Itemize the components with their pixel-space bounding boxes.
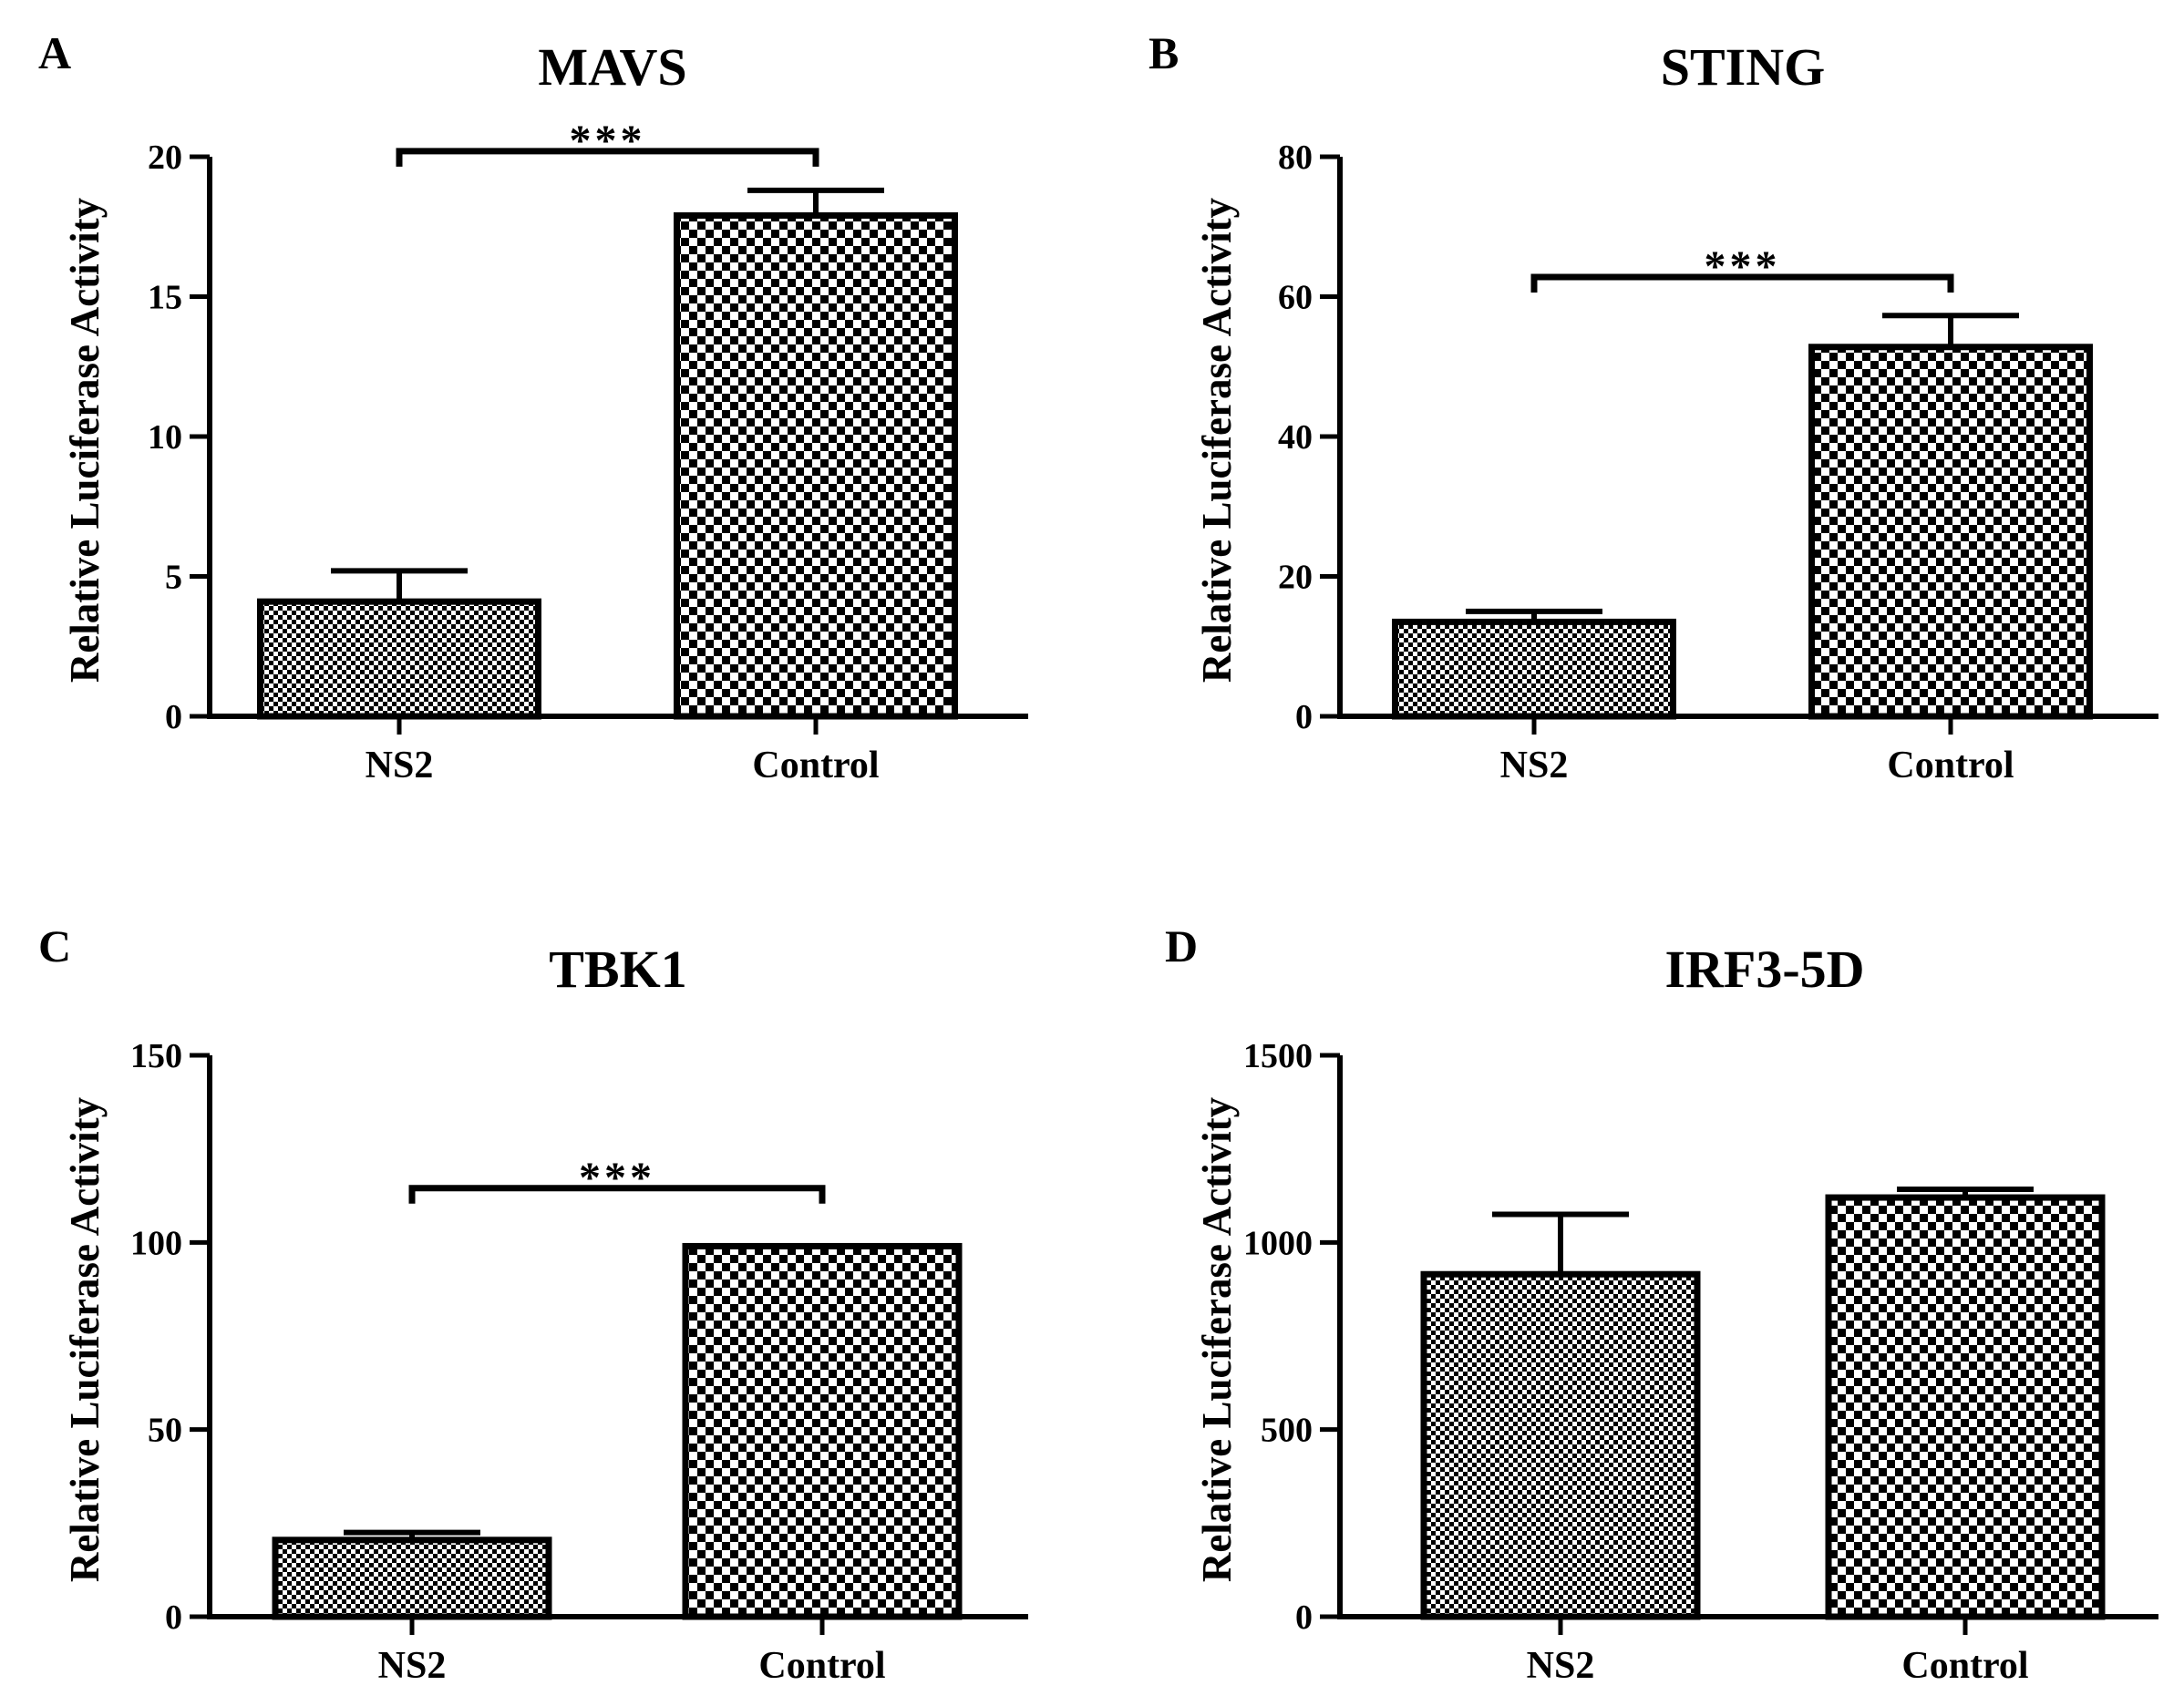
- y-tick-label: 0: [165, 698, 182, 736]
- x-tick-label: Control: [752, 745, 879, 786]
- y-axis-label: Relative Luciferase Activity: [62, 197, 108, 683]
- plot-area: 0 500 1000 1500 NS2 Control: [1243, 1037, 2158, 1687]
- plot-area: 0 5 10 15 20 NS2 Control ***: [148, 117, 1028, 786]
- bar: [1825, 1194, 2106, 1620]
- significance-bracket: [1530, 273, 1954, 293]
- panel-letter: D: [1165, 920, 1198, 971]
- bar: [257, 598, 541, 720]
- plot-area: 0 20 40 60 80 NS2 Control ***: [1278, 139, 2158, 786]
- panel-c: C TBK1 Relative Luciferase Activity 0 50 1…: [38, 920, 1028, 1687]
- y-tick-label: 20: [148, 139, 182, 177]
- y-tick-label: 0: [1295, 698, 1313, 736]
- y-axis-label: Relative Luciferase Activity: [1194, 197, 1240, 683]
- bar: [1808, 344, 2093, 720]
- y-tick-label: 100: [130, 1224, 182, 1262]
- significance-label: ***: [570, 117, 646, 165]
- x-tick-label: Control: [1887, 745, 2014, 786]
- y-axis-label: Relative Luciferase Activity: [1194, 1096, 1240, 1582]
- y-tick-label: 5: [165, 559, 182, 597]
- y-tick-label: 60: [1278, 279, 1313, 317]
- significance-label: ***: [1705, 242, 1781, 291]
- chart-title: TBK1: [549, 940, 687, 999]
- panel-a: A MAVS Relative Luciferase Activity 0 5 10…: [38, 27, 1028, 786]
- bar: [674, 211, 958, 720]
- y-tick-label: 500: [1261, 1412, 1313, 1450]
- panel-d: D IRF3-5D Relative Luciferase Activity 0…: [1165, 920, 2158, 1687]
- x-tick-label: NS2: [378, 1645, 447, 1687]
- panel-letter: C: [38, 920, 71, 971]
- bar: [1420, 1270, 1701, 1620]
- significance-bracket: [408, 1185, 826, 1204]
- panel-b: B STING Relative Luciferase Activity 0 20…: [1149, 27, 2158, 786]
- y-tick-label: 50: [148, 1412, 182, 1450]
- y-tick-label: 20: [1278, 559, 1313, 597]
- significance-bracket: [396, 148, 819, 167]
- chart-title: IRF3-5D: [1664, 940, 1864, 999]
- plot-area: 0 50 100 150 NS2 Control ***: [130, 1037, 1028, 1687]
- y-tick-label: 1500: [1243, 1037, 1313, 1075]
- panel-letter: A: [38, 27, 71, 78]
- y-tick-label: 0: [1295, 1598, 1313, 1637]
- y-tick-label: 40: [1278, 418, 1313, 457]
- y-tick-label: 150: [130, 1037, 182, 1075]
- y-tick-label: 10: [148, 418, 182, 457]
- panel-letter: B: [1149, 27, 1179, 78]
- x-tick-label: NS2: [1500, 745, 1569, 786]
- y-axis-label: Relative Luciferase Activity: [62, 1096, 108, 1582]
- bar: [682, 1242, 963, 1620]
- x-tick-label: Control: [758, 1645, 885, 1687]
- x-tick-label: Control: [1901, 1645, 2028, 1687]
- y-tick-label: 80: [1278, 139, 1313, 177]
- bar: [1392, 618, 1676, 720]
- chart-title: STING: [1661, 37, 1826, 97]
- bar: [272, 1536, 552, 1620]
- y-tick-label: 15: [148, 279, 182, 317]
- significance-label: ***: [579, 1154, 655, 1202]
- chart-title: MAVS: [538, 37, 686, 97]
- y-tick-label: 1000: [1243, 1224, 1313, 1262]
- x-tick-label: NS2: [1527, 1645, 1595, 1687]
- y-tick-label: 0: [165, 1598, 182, 1637]
- x-tick-label: NS2: [366, 745, 434, 786]
